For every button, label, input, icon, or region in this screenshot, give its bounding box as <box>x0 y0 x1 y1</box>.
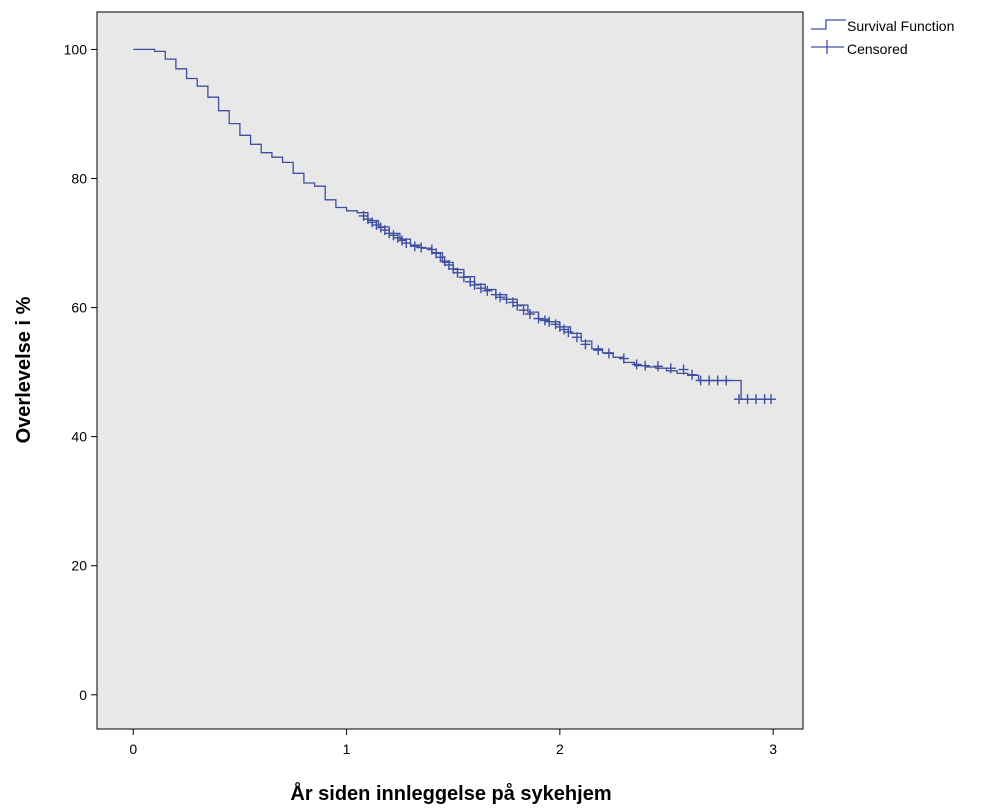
censored-marker <box>375 222 386 233</box>
censored-marker <box>458 272 469 283</box>
plot-area <box>97 12 803 729</box>
censored-marker <box>766 394 777 405</box>
x-tick-label: 1 <box>343 741 351 757</box>
censored-marker <box>640 360 651 371</box>
censored-marker <box>397 235 408 246</box>
censored-marker <box>367 217 378 228</box>
censored-marker <box>544 316 555 327</box>
censored-marker <box>563 327 574 338</box>
censored-marker <box>539 315 550 326</box>
legend-censored-label: Censored <box>847 41 908 57</box>
censored-marker <box>371 219 382 230</box>
x-axis: 0 1 2 3 <box>129 729 777 757</box>
legend-survival-glyph <box>811 19 846 30</box>
y-tick-label: 60 <box>71 300 87 316</box>
censored-marker <box>495 292 506 303</box>
legend-survival-label: Survival Function <box>847 18 954 34</box>
y-axis-title: Overlevelse i % <box>13 296 35 443</box>
censored-marker <box>652 361 663 372</box>
censored-marker <box>388 230 399 241</box>
censored-marker <box>501 294 512 305</box>
y-axis: 0 20 40 60 80 100 <box>64 41 97 703</box>
y-tick-label: 20 <box>71 558 87 574</box>
censored-marker <box>571 332 582 343</box>
censored-marker <box>618 353 629 364</box>
censored-marker <box>452 267 463 278</box>
legend: Survival Function Censored <box>811 18 954 57</box>
censored-markers <box>358 210 777 405</box>
x-tick-label: 0 <box>129 741 137 757</box>
censored-marker <box>603 348 614 359</box>
y-tick-label: 0 <box>79 687 87 703</box>
censored-marker <box>712 375 723 386</box>
censored-marker <box>550 319 561 330</box>
censored-marker <box>475 283 486 294</box>
censored-marker <box>384 228 395 239</box>
censored-marker <box>524 309 535 320</box>
censored-marker <box>490 289 501 300</box>
censored-marker <box>554 321 565 332</box>
plot-frame <box>96 11 804 730</box>
censored-marker <box>721 375 732 386</box>
x-tick-label: 3 <box>769 741 777 757</box>
censored-marker <box>704 375 715 386</box>
y-tick-label: 80 <box>71 171 87 187</box>
x-axis-title: År siden innleggelse på sykehjem <box>290 781 611 805</box>
censored-marker <box>695 375 706 386</box>
x-tick-label: 2 <box>556 741 564 757</box>
censored-marker <box>631 359 642 370</box>
censored-marker <box>416 242 427 253</box>
censored-marker <box>751 394 762 405</box>
censored-marker <box>678 364 689 375</box>
censored-marker <box>469 279 480 290</box>
censored-marker <box>742 394 753 405</box>
censored-marker <box>392 232 403 243</box>
censored-marker <box>687 369 698 380</box>
censored-marker <box>734 394 745 405</box>
censored-marker <box>533 313 544 324</box>
censored-marker <box>409 241 420 252</box>
censored-marker <box>593 345 604 356</box>
censored-marker <box>518 305 529 316</box>
censored-marker <box>665 363 676 374</box>
y-tick-label: 40 <box>71 429 87 445</box>
y-tick-label: 100 <box>64 41 88 57</box>
censored-marker <box>512 300 523 311</box>
censored-marker <box>482 285 493 296</box>
censored-marker <box>401 238 412 249</box>
censored-marker <box>559 324 570 335</box>
censored-marker <box>580 339 591 350</box>
